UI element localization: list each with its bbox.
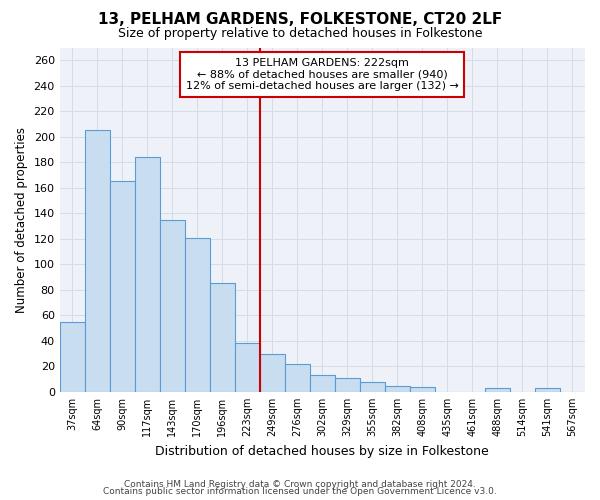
Bar (535, 388, 560, 392)
Bar (485, 388, 510, 392)
Bar (110, 182, 135, 392)
Bar (135, 157, 160, 392)
Bar (185, 238, 210, 392)
Text: Size of property relative to detached houses in Folkestone: Size of property relative to detached ho… (118, 28, 482, 40)
X-axis label: Distribution of detached houses by size in Folkestone: Distribution of detached houses by size … (155, 444, 489, 458)
Bar (260, 354, 285, 392)
Bar (310, 376, 335, 392)
Text: 13, PELHAM GARDENS, FOLKESTONE, CT20 2LF: 13, PELHAM GARDENS, FOLKESTONE, CT20 2LF (98, 12, 502, 28)
Bar (85, 130, 110, 392)
Bar (210, 284, 235, 392)
Text: 13 PELHAM GARDENS: 222sqm
← 88% of detached houses are smaller (940)
12% of semi: 13 PELHAM GARDENS: 222sqm ← 88% of detac… (186, 58, 459, 91)
Bar (285, 364, 310, 392)
Bar (385, 386, 410, 392)
Y-axis label: Number of detached properties: Number of detached properties (15, 126, 28, 312)
Bar (160, 220, 185, 392)
Bar (410, 387, 435, 392)
Text: Contains HM Land Registry data © Crown copyright and database right 2024.: Contains HM Land Registry data © Crown c… (124, 480, 476, 489)
Bar (335, 378, 360, 392)
Text: Contains public sector information licensed under the Open Government Licence v3: Contains public sector information licen… (103, 488, 497, 496)
Bar (235, 344, 260, 392)
Bar (59, 322, 85, 392)
Bar (360, 382, 385, 392)
